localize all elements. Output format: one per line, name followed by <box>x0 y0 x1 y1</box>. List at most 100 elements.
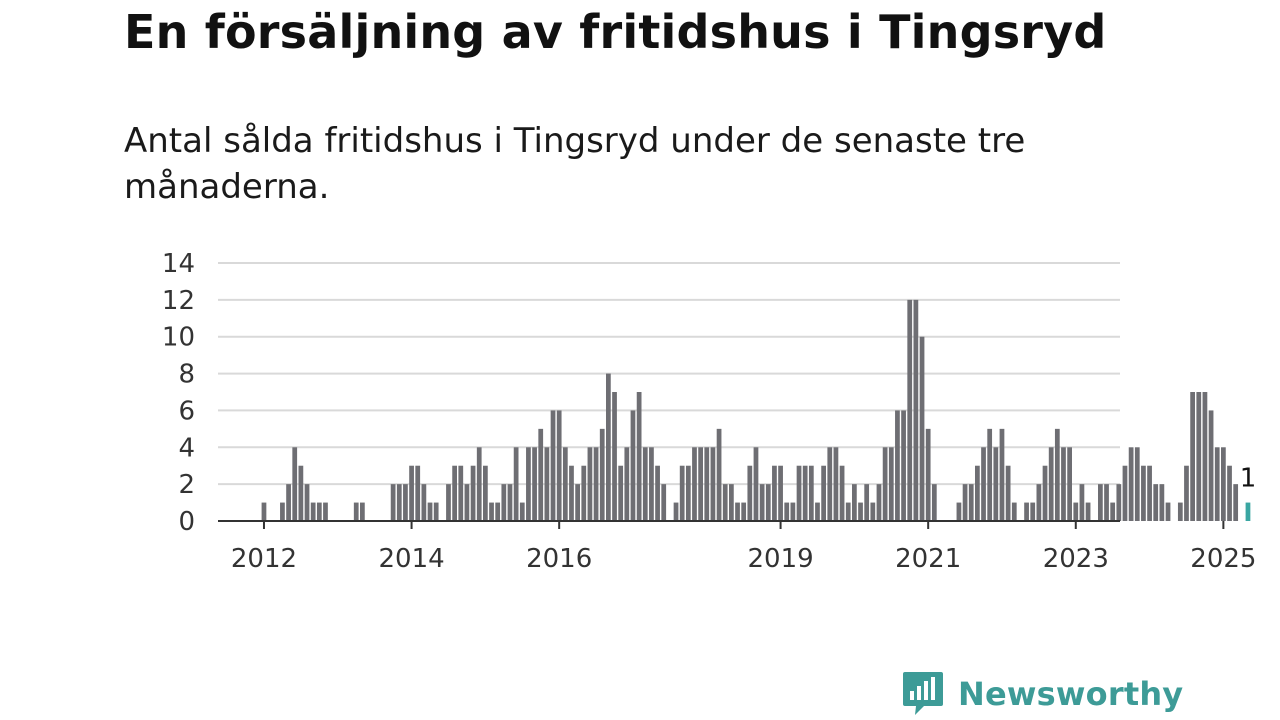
bar <box>1036 484 1042 522</box>
bar <box>975 465 980 522</box>
bar <box>489 502 494 522</box>
bar <box>815 502 820 522</box>
bar <box>587 447 593 521</box>
bar <box>286 484 291 522</box>
bar <box>1098 484 1103 522</box>
bar <box>1073 502 1079 522</box>
bar <box>624 447 630 521</box>
bar <box>845 502 851 522</box>
bar <box>1079 484 1085 522</box>
bar <box>501 484 507 522</box>
bar <box>458 465 464 522</box>
bar <box>1011 502 1017 522</box>
bar <box>784 502 790 522</box>
bar <box>808 465 814 522</box>
brand-logo: Newsworthy <box>902 670 1183 718</box>
bar <box>415 465 421 522</box>
bar <box>765 484 771 522</box>
bar <box>1134 447 1140 521</box>
bar <box>433 502 439 522</box>
bar <box>1196 392 1202 521</box>
bar <box>956 502 962 522</box>
bar <box>538 428 544 521</box>
bar <box>1159 484 1165 522</box>
bar <box>778 465 783 522</box>
y-tick-label: 6 <box>178 396 195 426</box>
bar <box>901 410 906 521</box>
x-tick-label: 2019 <box>747 544 813 574</box>
bar <box>1104 484 1109 522</box>
chart-subtitle: Antal sålda fritidshus i Tingsryd under … <box>124 121 1026 207</box>
bar <box>870 502 876 522</box>
bar <box>618 465 624 522</box>
bar <box>1054 428 1060 521</box>
bar <box>550 410 556 521</box>
x-tick-label: 2021 <box>895 544 961 574</box>
bar <box>759 484 765 522</box>
bar <box>1128 447 1134 521</box>
bar <box>599 428 605 521</box>
bar <box>692 447 697 521</box>
bar <box>519 502 525 522</box>
bar <box>796 465 802 522</box>
bar <box>593 447 599 521</box>
bar <box>925 428 931 521</box>
x-tick-label: 2016 <box>526 544 592 574</box>
bar-annotation: 1 <box>1240 464 1257 494</box>
bar <box>655 465 660 522</box>
brand-name: Newsworthy <box>958 675 1184 713</box>
bar <box>446 484 451 522</box>
bar <box>630 410 636 521</box>
bar <box>685 465 691 522</box>
bar <box>1067 447 1072 521</box>
bar <box>360 502 365 522</box>
bar <box>409 465 414 522</box>
x-tick-label: 2025 <box>1190 544 1256 574</box>
bar <box>495 502 501 522</box>
bar <box>427 502 433 522</box>
bar <box>1214 447 1220 521</box>
y-tick-label: 14 <box>162 249 195 279</box>
bar <box>642 447 648 521</box>
bar <box>261 502 267 522</box>
bar <box>476 447 482 521</box>
x-tick-label: 2014 <box>378 544 444 574</box>
bar <box>1122 465 1128 522</box>
bar <box>1153 484 1159 522</box>
bar <box>679 465 685 522</box>
bar <box>673 502 679 522</box>
bar <box>741 502 747 522</box>
y-tick-label: 8 <box>178 360 195 390</box>
bar <box>1177 502 1183 522</box>
bar <box>606 373 611 522</box>
bar <box>1048 447 1054 521</box>
bar <box>735 502 740 522</box>
bar <box>526 447 531 521</box>
chart-title: En försäljning av fritidshus i Tingsryd <box>124 5 1107 59</box>
bar <box>562 447 568 521</box>
bar <box>292 447 298 521</box>
bar <box>852 484 857 522</box>
bar <box>968 484 974 522</box>
bar <box>704 447 710 521</box>
bar <box>464 484 470 522</box>
bar <box>716 428 722 521</box>
bar <box>931 484 937 522</box>
bar-highlight <box>1245 502 1251 522</box>
bar <box>298 465 304 522</box>
bar <box>962 484 968 522</box>
bar <box>710 447 716 521</box>
bar <box>790 502 796 522</box>
bar <box>316 502 322 522</box>
bar <box>1221 447 1226 521</box>
bar <box>1024 502 1029 522</box>
bar <box>310 502 316 522</box>
bar <box>913 299 919 521</box>
bar <box>1005 465 1011 522</box>
bar-chart: 0 2 4 6 8 10 12 14 1 2012 2014 2016 2019 2021 2023 2025 <box>162 249 1257 574</box>
bar <box>722 484 728 522</box>
bar <box>403 484 408 522</box>
bar <box>821 465 826 522</box>
bar <box>1208 410 1214 521</box>
bar <box>661 484 667 522</box>
